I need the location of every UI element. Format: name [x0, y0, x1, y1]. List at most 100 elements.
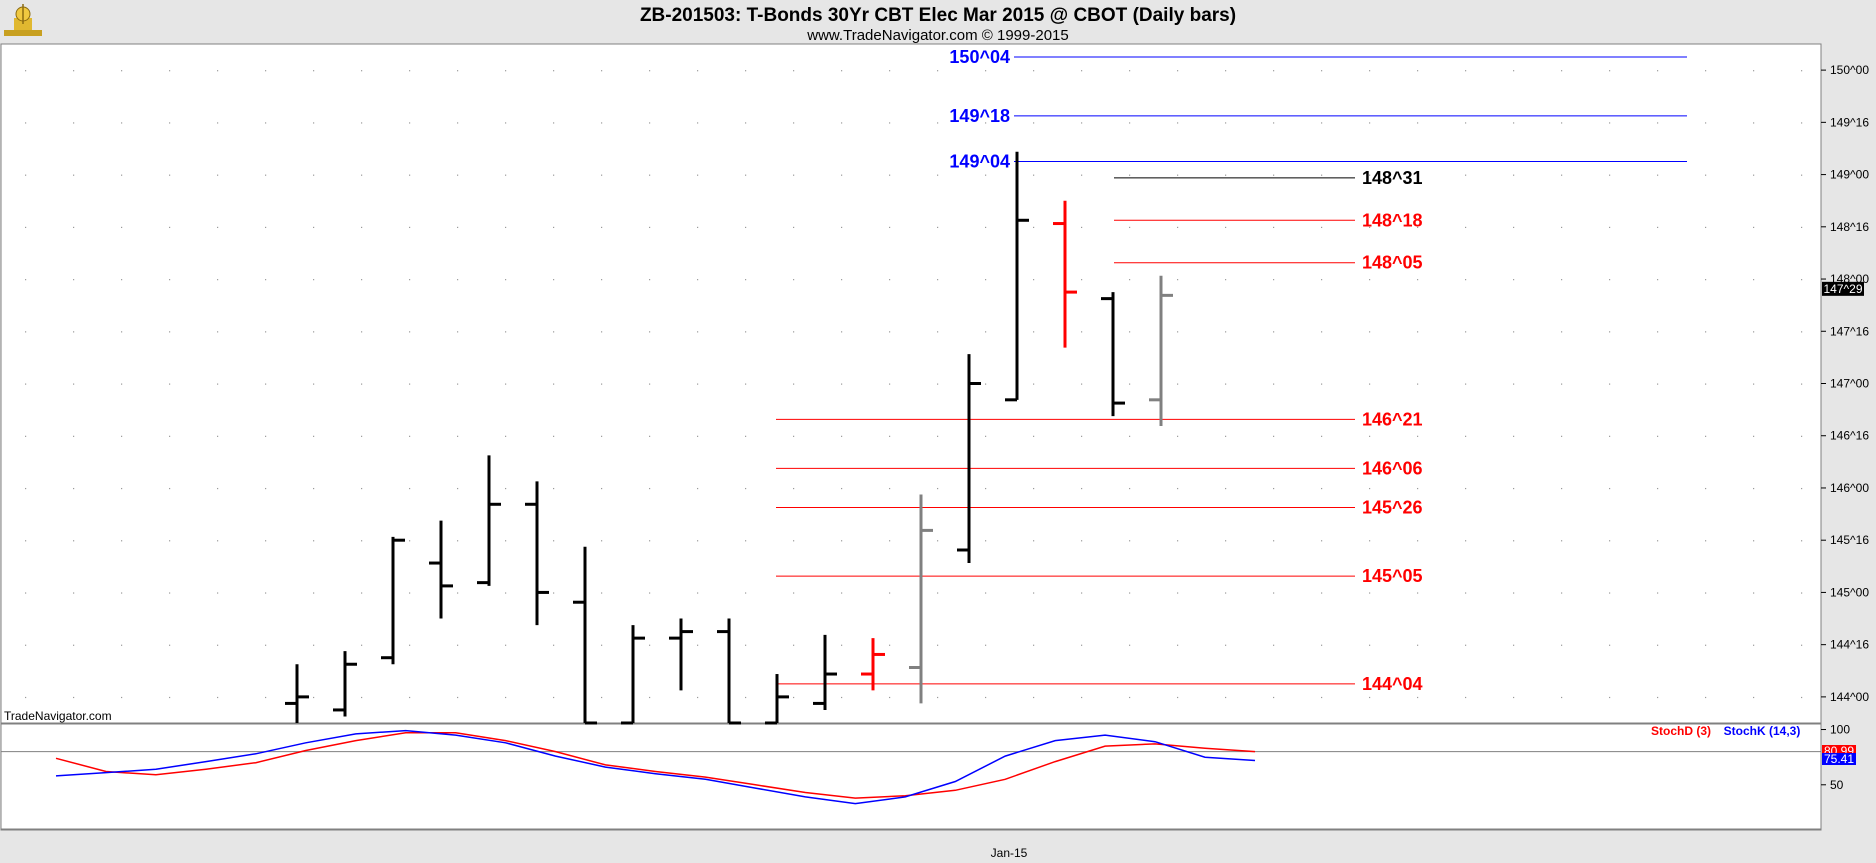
grid-dot [313, 331, 315, 333]
grid-dot [1033, 122, 1035, 124]
grid-dot [505, 435, 507, 437]
grid-dot [1417, 696, 1419, 699]
grid-dot [1177, 383, 1179, 385]
grid-dot [1321, 70, 1323, 72]
grid-dot [1417, 174, 1419, 176]
ohlc-bar [525, 481, 549, 626]
grid-dot [169, 383, 171, 385]
grid-dot [1753, 540, 1755, 542]
grid-dot [1513, 226, 1515, 229]
grid-dot [745, 279, 747, 281]
grid-dot [1657, 435, 1659, 437]
grid-dot [649, 696, 651, 699]
grid-dot [697, 226, 699, 229]
grid-dot [1129, 70, 1131, 72]
grid-dot [1561, 226, 1563, 229]
grid-dot [121, 696, 123, 699]
grid-dot [889, 696, 891, 699]
grid-dot [841, 383, 843, 385]
grid-dot [169, 696, 171, 699]
grid-dot [265, 226, 267, 229]
last-price-label: 147^29 [1824, 282, 1863, 296]
grid-dot [217, 487, 219, 490]
x-axis-label-jan-15: Jan-15 [991, 846, 1028, 860]
price-tick-label: 146^00 [1830, 481, 1869, 495]
grid-dot [985, 435, 987, 437]
grid-dot [25, 540, 27, 542]
y-axis-panel [1822, 44, 1876, 841]
last-price-marker: 147^29 [1822, 281, 1864, 296]
grid-dot [937, 331, 939, 333]
level-label: 144^04 [1362, 674, 1423, 694]
grid-dot [313, 383, 315, 385]
grid-dot [601, 383, 603, 385]
grid-dot [1657, 174, 1659, 176]
grid-dot [649, 435, 651, 437]
grid-dot [1321, 644, 1323, 646]
grid-dot [1465, 487, 1467, 490]
grid-dot [313, 644, 315, 646]
grid-dot [1705, 279, 1707, 281]
grid-dot [745, 383, 747, 385]
price-tick-label: 144^00 [1830, 690, 1869, 704]
grid-dot [553, 644, 555, 646]
grid-dot [313, 540, 315, 542]
grid-dot [169, 435, 171, 437]
grid-dot [1561, 487, 1563, 490]
grid-dot [793, 644, 795, 646]
grid-dot [25, 70, 27, 72]
grid-dot [745, 540, 747, 542]
grid-dot [1369, 696, 1371, 699]
grid-dot [601, 70, 603, 72]
grid-dot [1321, 331, 1323, 333]
grid-dot [1369, 331, 1371, 333]
legend-stochd: StochD (3) [1651, 724, 1711, 738]
grid-dot [1081, 435, 1083, 437]
grid-dot [121, 122, 123, 124]
grid-dot [1417, 279, 1419, 281]
grid-dot [937, 435, 939, 437]
grid-dot [1753, 122, 1755, 124]
grid-dot [409, 174, 411, 176]
ohlc-bar [765, 674, 789, 725]
grid-dot [1753, 174, 1755, 176]
grid-dot [217, 644, 219, 646]
grid-dot [169, 644, 171, 646]
grid-dot [409, 592, 411, 594]
grid-dot [1273, 644, 1275, 646]
grid-dot [1225, 696, 1227, 699]
grid-dot [1369, 174, 1371, 176]
grid-dot [505, 226, 507, 229]
grid-dot [1369, 540, 1371, 542]
grid-dot [1705, 540, 1707, 542]
grid-dot [361, 435, 363, 437]
grid-dot [937, 592, 939, 594]
grid-dot [457, 70, 459, 72]
grid-dot [313, 174, 315, 176]
grid-dot [1177, 174, 1179, 176]
grid-dot [25, 383, 27, 385]
grid-dot [793, 540, 795, 542]
grid-dot [121, 331, 123, 333]
grid-dot [1225, 122, 1227, 124]
price-tick-label: 147^16 [1830, 324, 1869, 338]
grid-dot [1705, 174, 1707, 176]
grid-dot [361, 696, 363, 699]
grid-dot [505, 279, 507, 281]
grid-dot [1513, 592, 1515, 594]
grid-dot [937, 122, 939, 124]
grid-dot [409, 226, 411, 229]
grid-dot [361, 279, 363, 281]
grid-dot [73, 279, 75, 281]
grid-dot [1033, 226, 1035, 229]
grid-dot [1465, 540, 1467, 542]
grid-dot [1465, 174, 1467, 176]
grid-dot [937, 70, 939, 72]
grid-dot [553, 279, 555, 281]
grid-dot [841, 644, 843, 646]
grid-dot [1513, 540, 1515, 542]
grid-dot [121, 540, 123, 542]
grid-dot [361, 331, 363, 333]
grid-dot [1753, 70, 1755, 72]
grid-dot [265, 487, 267, 490]
